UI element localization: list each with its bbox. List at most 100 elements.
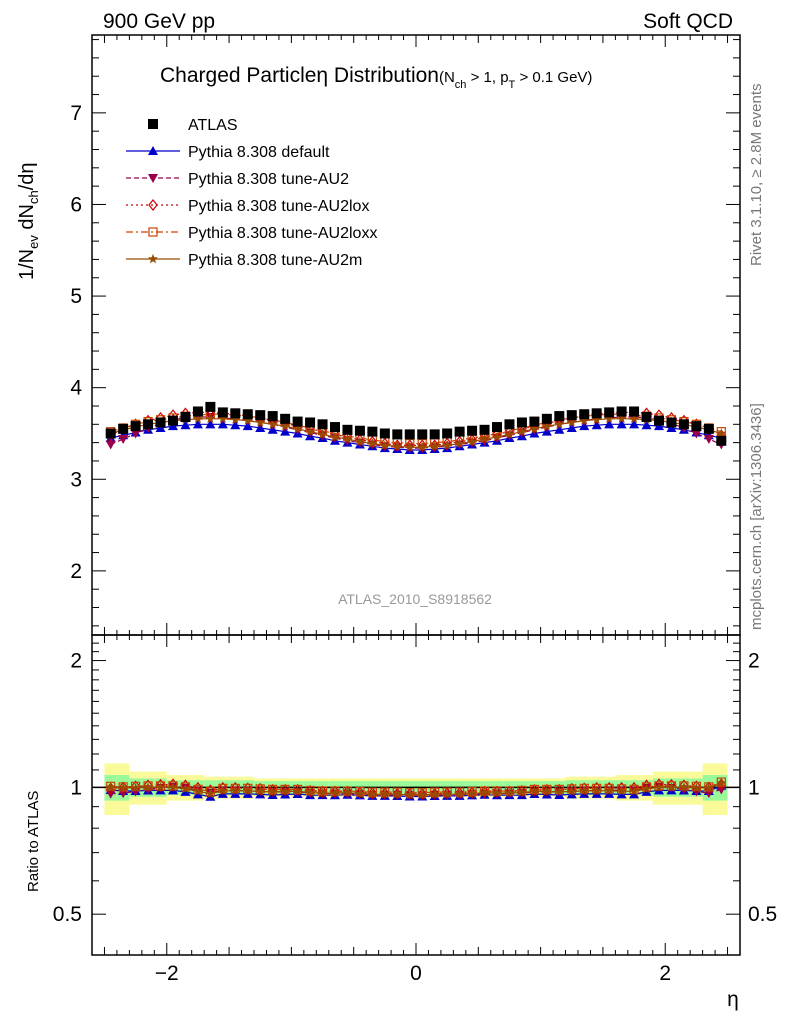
- ratio-y-tick-label-right: 1: [748, 776, 760, 799]
- ratio-y-tick-label-left: 2: [70, 650, 82, 673]
- series-au2m-ratio-point: [679, 782, 689, 792]
- series-au2m-ratio-point: [305, 787, 315, 797]
- series-au2lox-ratio-point: [330, 785, 340, 798]
- series-atlas-point: [554, 411, 565, 422]
- series-default-point: [616, 419, 627, 429]
- series-atlas-point: [105, 428, 116, 439]
- series-atlas-point: [267, 411, 278, 422]
- series-au2m-point: [529, 423, 540, 434]
- series-au2m-ratio-point: [155, 782, 166, 792]
- series-au2m-point: [367, 438, 378, 448]
- series-au2m-point: [479, 433, 490, 444]
- series-atlas-point: [716, 435, 727, 446]
- series-au2m-ratio-point: [666, 782, 677, 792]
- legend-au2m-marker: [148, 253, 158, 264]
- series-au2lox-ratio-line: [110, 783, 722, 795]
- series-au2lox-ratio-point: [243, 782, 253, 795]
- series-au2m-ratio-point: [355, 788, 365, 798]
- series-atlas-point: [454, 426, 465, 437]
- mcplots-source-label: mcplots.cern.ch [arXiv:1306.3436]: [748, 403, 765, 630]
- series-atlas-point: [143, 419, 154, 430]
- series-au2m-ratio-point: [442, 789, 453, 799]
- series-au2m-point: [429, 441, 440, 451]
- series-atlas-point: [292, 416, 303, 427]
- series-atlas-point: [579, 409, 590, 420]
- main-panel: [105, 401, 727, 454]
- series-au2m-point: [716, 428, 727, 438]
- series-default-point: [230, 420, 241, 430]
- ratio-y-tick-label-right: 0.5: [748, 903, 777, 926]
- series-au2lox-ratio-point: [492, 785, 502, 798]
- x-tick-label: 2: [659, 962, 671, 985]
- series-atlas-point: [691, 421, 702, 432]
- series-au2m-point: [205, 413, 216, 423]
- plot-title: Charged Particleη Distribution(Nch > 1, …: [160, 64, 592, 91]
- series-au2m-point: [541, 420, 552, 431]
- series-atlas-point: [192, 406, 203, 417]
- series-au2m-ratio-point: [193, 786, 203, 796]
- series-au2lox-line: [110, 411, 722, 446]
- series-default-point: [217, 419, 228, 429]
- series-au2m-point: [492, 431, 502, 442]
- series-au2m-point: [504, 429, 515, 439]
- legend-au2loxx-label: Pythia 8.308 tune-AU2loxx: [188, 225, 377, 242]
- main-y-tick-label: 2: [70, 560, 82, 583]
- legend-au2m-label: Pythia 8.308 tune-AU2m: [188, 252, 362, 269]
- series-au2m-ratio-point: [130, 782, 141, 793]
- series-au2m-point: [467, 436, 477, 446]
- series-au2m-point: [230, 414, 241, 424]
- series-au2m-ratio-point: [654, 782, 664, 792]
- series-au2m-point: [292, 423, 303, 434]
- series-au2m-ratio-point: [280, 786, 291, 796]
- header-right: Soft QCD: [643, 10, 733, 33]
- series-au2m-ratio-point: [255, 786, 266, 796]
- series-au2loxx-ratio-line: [110, 781, 722, 794]
- series-au2-point: [703, 434, 714, 444]
- series-atlas-point: [354, 425, 365, 436]
- series-au2lox-point: [392, 439, 403, 452]
- series-au2m-ratio-point: [205, 788, 216, 798]
- series-au2m-ratio-point: [703, 782, 714, 793]
- series-au2m-ratio-point: [716, 777, 727, 788]
- main-y-tick-label: 4: [70, 377, 82, 400]
- series-atlas-point: [230, 408, 241, 419]
- series-au2m-point: [616, 413, 627, 423]
- ratio-y-tick-label-left: 0.5: [53, 903, 82, 926]
- series-default-point: [604, 419, 615, 429]
- series-au2m-point: [280, 420, 291, 431]
- series-au2m-line: [110, 418, 722, 448]
- main-y-tick-label: 6: [70, 193, 82, 216]
- series-atlas-point: [305, 417, 316, 428]
- series-atlas-point: [629, 406, 640, 417]
- series-au2m-ratio-point: [180, 783, 191, 794]
- series-atlas-point: [678, 419, 689, 430]
- legend-au2lox-label: Pythia 8.308 tune-AU2lox: [188, 198, 369, 215]
- series-au2lox-ratio-point: [317, 785, 328, 798]
- series-au2lox-point: [429, 439, 440, 452]
- series-au2m-ratio-point: [217, 785, 228, 795]
- series-atlas-point: [479, 424, 490, 435]
- series-atlas-point: [330, 422, 340, 433]
- series-au2lox-ratio-point: [305, 784, 315, 797]
- series-atlas-point: [118, 423, 129, 434]
- series-atlas-point: [317, 419, 328, 430]
- series-au2lox-ratio-point: [292, 783, 303, 796]
- axes-frames: −2 0 2 2 3 4 5 6 7 0.5 0.5 1 1 2 2: [53, 34, 777, 985]
- series-au2m-point: [454, 438, 465, 448]
- series-au2m-ratio-point: [379, 789, 390, 799]
- series-au2m-point: [342, 433, 353, 444]
- series-au2lox-point: [367, 435, 378, 448]
- legend-au2lox-marker: [148, 199, 158, 211]
- series-au2m-ratio-point: [105, 782, 116, 792]
- series-atlas-point: [242, 409, 253, 420]
- series-au2m-ratio-point: [467, 788, 477, 798]
- legend-atlas-label: ATLAS: [188, 117, 238, 134]
- x-axis-label: η: [727, 988, 739, 1011]
- series-atlas-point: [155, 417, 166, 428]
- series-au2lox-point: [342, 431, 353, 444]
- series-atlas-point: [392, 429, 403, 440]
- series-atlas-point: [280, 413, 291, 424]
- series-au2m-ratio-point: [342, 787, 353, 797]
- series-au2m-ratio-point: [392, 789, 403, 799]
- series-au2m-ratio-point: [367, 789, 378, 799]
